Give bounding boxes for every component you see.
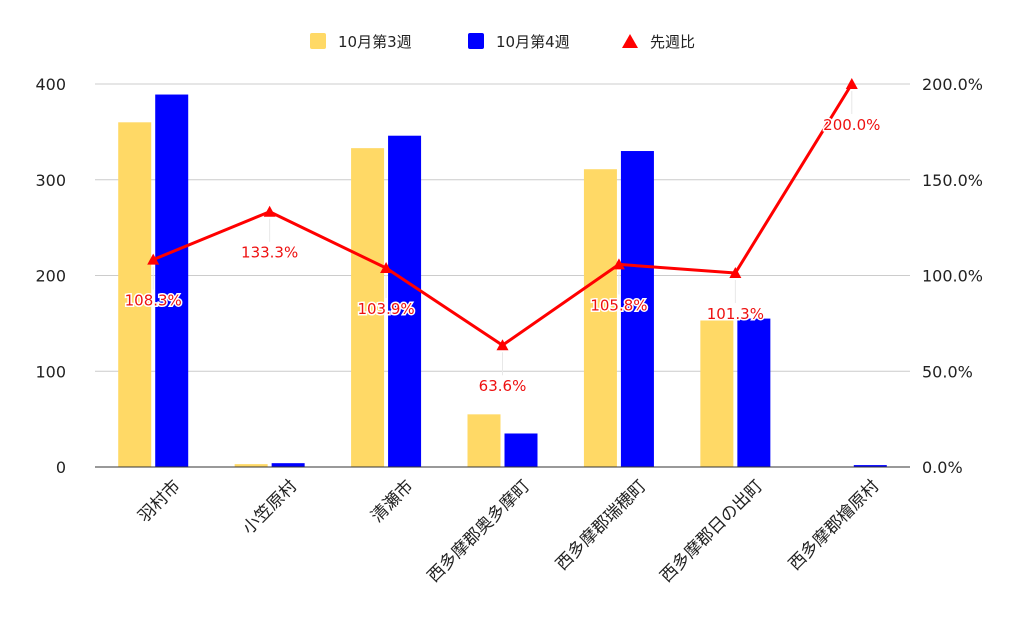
ratio-marker: [729, 267, 742, 279]
ratio-marker: [496, 339, 509, 351]
legend-marker-ratio: [622, 34, 638, 48]
ratio-marker: [263, 205, 276, 217]
category-label: 小笠原村: [239, 476, 301, 538]
ratio-data-label: 108.3%: [125, 292, 182, 310]
left-tick-label: 0: [56, 458, 66, 477]
legend-label-week3: 10月第3週: [338, 33, 412, 51]
bar-week4: [388, 135, 422, 467]
category-label: 西多摩郡奥多摩町: [424, 476, 534, 586]
right-tick-label: 100.0%: [922, 267, 983, 286]
category-label: 西多摩郡檜原村: [784, 476, 883, 575]
bars: [118, 94, 887, 468]
category-label: 羽村市: [135, 476, 185, 526]
bar-week3: [234, 464, 268, 467]
right-tick-label: 200.0%: [922, 75, 983, 94]
ratio-data-label: 63.6%: [479, 377, 527, 395]
legend-label-ratio: 先週比: [650, 33, 695, 51]
right-tick-label: 0.0%: [922, 458, 963, 477]
gridlines: [95, 83, 910, 372]
left-tick-label: 200: [35, 267, 66, 286]
ratio-data-label: 200.0%: [823, 116, 880, 134]
bar-week3: [351, 148, 385, 467]
legend-swatch-week3: [310, 33, 326, 49]
category-label: 西多摩郡日の出町: [657, 476, 767, 586]
bar-week4: [737, 318, 771, 467]
left-tick-label: 100: [35, 362, 66, 381]
ratio-marker: [845, 78, 858, 89]
right-axis: 0.0% 50.0% 100.0% 150.0% 200.0%: [922, 75, 983, 477]
ratio-marker: [612, 258, 625, 270]
left-axis: 0 100 200 300 400: [35, 75, 66, 477]
ratio-marker: [147, 253, 160, 265]
bar-week4: [853, 465, 887, 467]
legend: 10月第3週 10月第4週 先週比: [310, 33, 695, 51]
ratio-data-label: 101.3%: [707, 305, 764, 323]
right-tick-label: 50.0%: [922, 362, 973, 381]
left-tick-label: 300: [35, 171, 66, 190]
bar-week3: [700, 320, 734, 467]
category-labels: 羽村市 小笠原村 清瀬市 西多摩郡奥多摩町 西多摩郡瑞穂町 西多摩郡日の出町 西多摩郡檜原村: [135, 476, 884, 587]
category-label: 清瀬市: [367, 476, 417, 526]
bar-week4: [271, 463, 305, 467]
ratio-data-label: 105.8%: [590, 296, 647, 314]
bar-week4: [620, 151, 654, 467]
bar-week3: [118, 122, 152, 468]
ratio-data-label: 133.3%: [241, 244, 298, 262]
category-label: 西多摩郡瑞穂町: [552, 476, 650, 574]
ratio-marker: [380, 262, 393, 274]
right-tick-label: 150.0%: [922, 171, 983, 190]
bar-week4: [155, 94, 189, 467]
bar-week4: [504, 433, 538, 467]
legend-label-week4: 10月第4週: [496, 33, 570, 51]
legend-swatch-week4: [468, 33, 484, 49]
ratio-line-series: 108.3% 133.3% 103.9% 63.6% 105.8% 101.3% 200.0…: [123, 78, 882, 397]
ratio-data-label: 103.9%: [357, 300, 414, 318]
left-tick-label: 400: [35, 75, 66, 94]
bar-week3: [467, 414, 501, 467]
bar-week3: [583, 169, 617, 467]
